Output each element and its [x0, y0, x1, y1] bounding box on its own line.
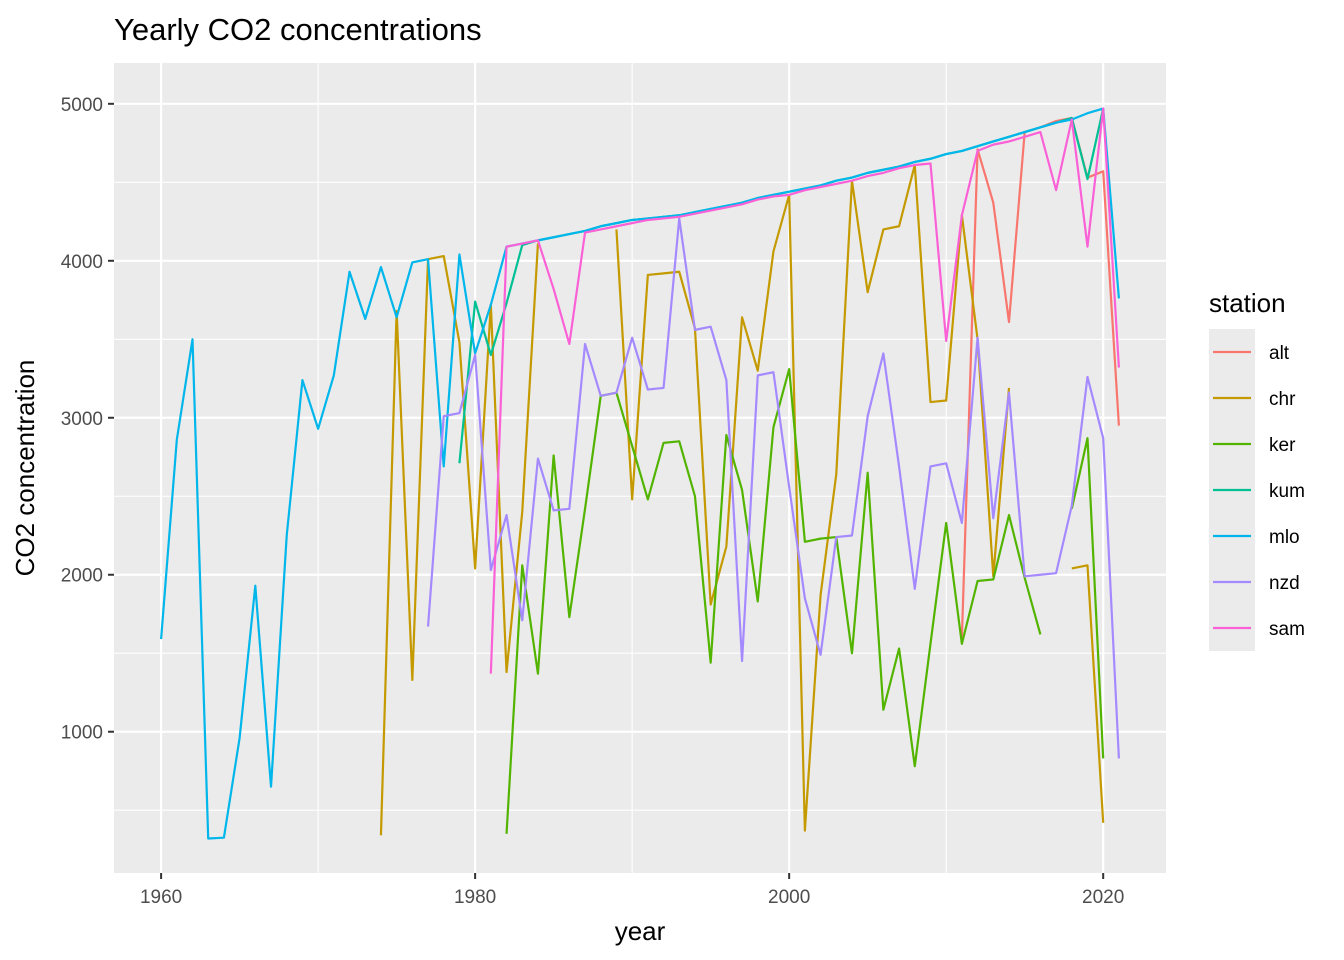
legend-label-mlo: mlo	[1269, 527, 1300, 548]
legend: station alt chr ker kum mlo nzd sam	[1209, 288, 1305, 651]
y-axis-ticks: 1000 2000 3000 4000 5000	[61, 95, 114, 744]
legend-label-nzd: nzd	[1269, 573, 1300, 594]
y-tick-label: 2000	[61, 566, 103, 587]
y-axis-title: CO2 concentration	[10, 360, 40, 577]
series-line-ker	[505, 368, 1105, 834]
legend-items: alt chr ker kum mlo nzd sam	[1209, 329, 1305, 651]
series-line-mlo	[160, 107, 1120, 840]
legend-label-chr: chr	[1269, 389, 1296, 410]
series-line-nzd	[426, 217, 1120, 759]
y-tick-label: 5000	[61, 95, 103, 116]
x-tick-label: 1960	[140, 887, 182, 908]
plot-panel	[114, 63, 1166, 873]
series-lines	[160, 107, 1120, 840]
series-line-sam	[489, 107, 1120, 674]
y-tick-label: 1000	[61, 723, 103, 744]
y-tick-label: 4000	[61, 252, 103, 273]
minor-gridlines	[114, 63, 1166, 873]
series-line-chr	[379, 163, 1105, 836]
legend-label-sam: sam	[1269, 619, 1305, 640]
chart-title: Yearly CO2 concentrations	[114, 12, 482, 47]
legend-label-ker: ker	[1269, 435, 1296, 456]
legend-label-alt: alt	[1269, 343, 1290, 364]
x-tick-label: 2000	[768, 887, 810, 908]
legend-label-kum: kum	[1269, 481, 1305, 502]
legend-title: station	[1209, 288, 1286, 318]
x-axis-title: year	[615, 916, 666, 946]
x-tick-label: 2020	[1082, 887, 1124, 908]
x-tick-label: 1980	[454, 887, 496, 908]
x-axis-ticks: 1960 1980 2000 2020	[140, 873, 1124, 908]
y-tick-label: 3000	[61, 409, 103, 430]
